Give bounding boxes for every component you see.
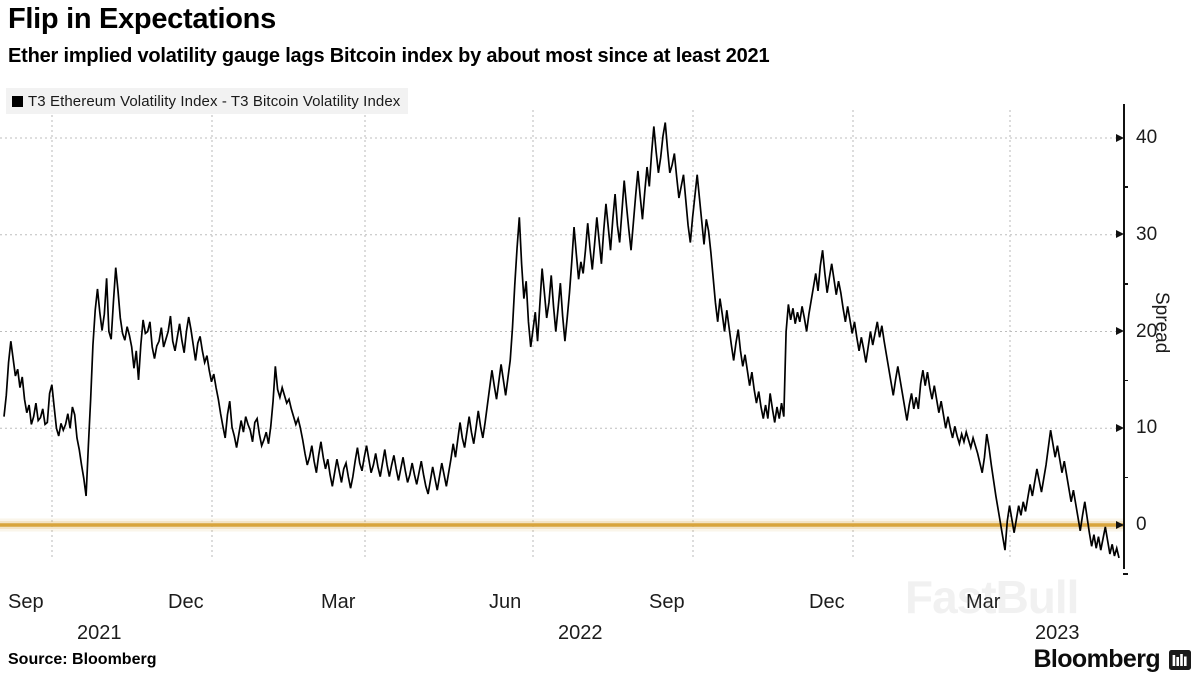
x-tick-label-sep-4: Sep bbox=[649, 591, 685, 613]
spread-series-line bbox=[3, 122, 1120, 559]
y-tick-label-40: 40 bbox=[1136, 127, 1158, 148]
x-axis-year-2021: 2021 bbox=[77, 622, 122, 644]
y-minor-tick--5 bbox=[1123, 573, 1128, 575]
chart-legend: T3 Ethereum Volatility Index - T3 Bitcoi… bbox=[6, 88, 409, 114]
y-tick-arrow-40 bbox=[1116, 133, 1124, 142]
legend-series-label: T3 Ethereum Volatility Index - T3 Bitcoi… bbox=[28, 92, 401, 110]
x-axis-year-2023: 2023 bbox=[1035, 622, 1080, 644]
y-minor-tick-25 bbox=[1123, 283, 1128, 285]
y-axis-line bbox=[1123, 104, 1125, 569]
x-tick-label-dec-1: Dec bbox=[168, 591, 204, 613]
y-tick-arrow-10 bbox=[1116, 423, 1124, 432]
x-tick-label-mar-2: Mar bbox=[321, 591, 356, 613]
y-tick-label-0: 0 bbox=[1136, 514, 1147, 535]
x-tick-label-sep-0: Sep bbox=[8, 591, 44, 613]
x-tick-label-dec-5: Dec bbox=[809, 591, 845, 613]
vertical-gridlines bbox=[51, 110, 1011, 560]
page-title: Flip in Expectations bbox=[8, 3, 276, 35]
y-minor-tick-35 bbox=[1123, 186, 1128, 188]
y-minor-tick-15 bbox=[1123, 379, 1128, 382]
y-tick-label-10: 10 bbox=[1136, 417, 1158, 439]
y-minor-tick-5 bbox=[1123, 476, 1128, 479]
y-axis-title: Spread bbox=[1151, 292, 1172, 354]
horizontal-gridlines bbox=[0, 137, 1123, 429]
bloomberg-brand: Bloomberg bbox=[1033, 645, 1192, 674]
bloomberg-logo-icon bbox=[1169, 649, 1191, 670]
x-tick-label-jun-3: Jun bbox=[489, 591, 522, 613]
y-tick-arrow-20 bbox=[1116, 327, 1124, 335]
y-tick-arrow-30 bbox=[1116, 230, 1124, 239]
y-tick-arrow-0 bbox=[1116, 520, 1124, 529]
y-tick-label-30: 30 bbox=[1136, 223, 1158, 245]
x-tick-label-mar-6: Mar bbox=[966, 591, 1001, 613]
source-note: Source: Bloomberg bbox=[8, 651, 157, 668]
y-tick-label-20: 20 bbox=[1136, 320, 1158, 342]
brand-text: Bloomberg bbox=[1033, 645, 1160, 673]
line-chart-svg bbox=[0, 110, 1123, 560]
legend-swatch-icon bbox=[12, 95, 23, 107]
chart-plot-area bbox=[0, 110, 1123, 560]
x-axis-year-2022: 2022 bbox=[558, 622, 603, 644]
page-subtitle: Ether implied volatility gauge lags Bitc… bbox=[8, 45, 770, 67]
